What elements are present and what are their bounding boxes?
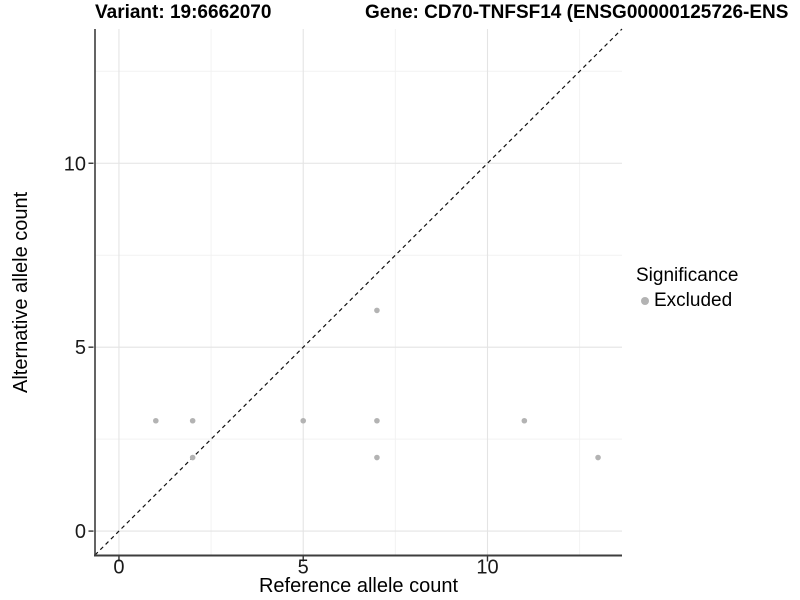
x-axis-title: Reference allele count — [258, 575, 458, 597]
plot-title-gene: Gene: CD70-TNFSF14 (ENSG00000125726-ENS — [365, 2, 789, 23]
x-tick-label: 5 — [298, 557, 309, 579]
y-tick-label: 0 — [75, 521, 86, 543]
data-point — [374, 417, 380, 424]
plot-title-variant: Variant: 19:6662070 — [95, 2, 272, 23]
legend-title: Significance — [636, 265, 739, 286]
data-point — [300, 417, 307, 424]
legend-item-excluded: Excluded — [636, 290, 738, 312]
identity-line — [94, 28, 623, 556]
y-tick-label: 10 — [64, 153, 86, 175]
legend-item-label: Excluded — [654, 290, 733, 311]
data-point — [374, 307, 380, 314]
y-tick-label: 5 — [75, 337, 86, 359]
data-point — [595, 454, 601, 461]
x-tick-label: 10 — [476, 557, 498, 579]
legend: Significance Excluded — [636, 265, 738, 312]
x-tick-label: 0 — [113, 557, 124, 579]
legend-key-dot-icon — [641, 297, 649, 305]
data-point — [153, 417, 159, 424]
data-point — [374, 454, 380, 461]
data-point — [521, 417, 528, 424]
data-point — [189, 417, 196, 424]
y-axis-title: Alternative allele count — [10, 191, 32, 393]
data-point — [189, 454, 196, 461]
title-row: Variant: 19:6662070 Gene: CD70-TNFSF14 (… — [0, 2, 800, 28]
